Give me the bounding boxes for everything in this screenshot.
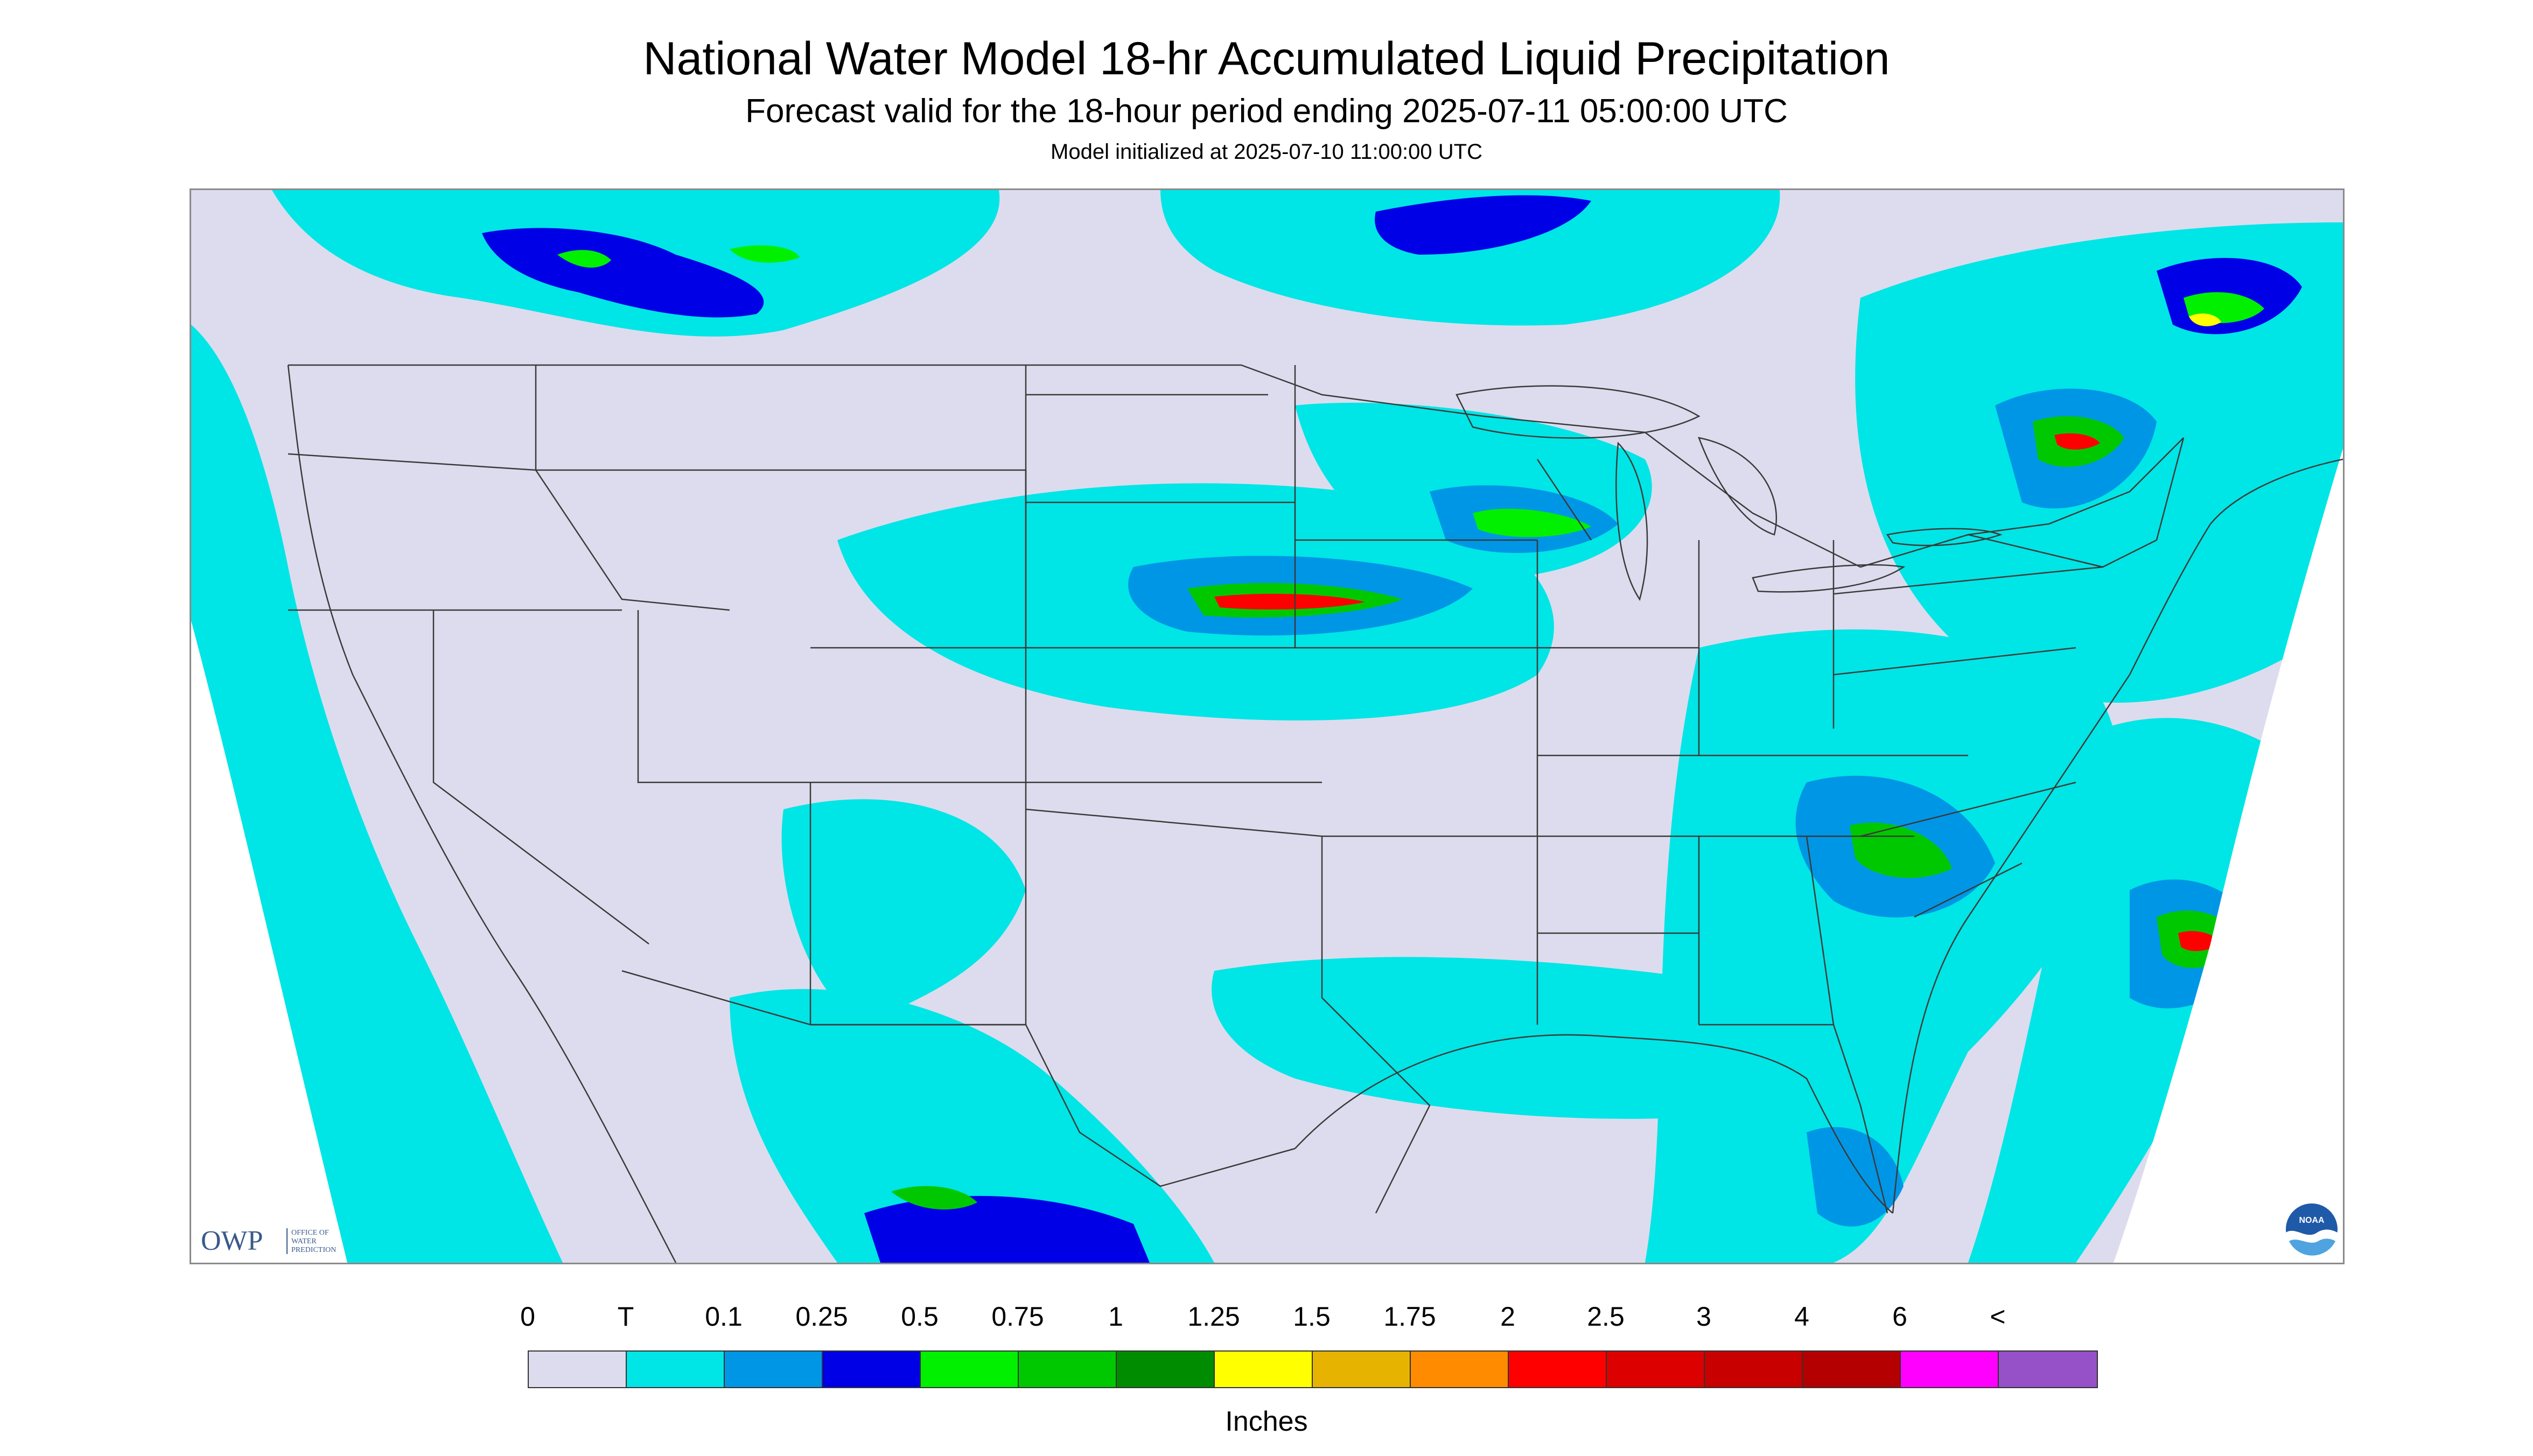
border-us-mexico <box>621 970 1296 1187</box>
border-al-ga <box>1698 836 1835 1025</box>
owp-sub2: WATER <box>291 1237 317 1245</box>
legend-swatch <box>823 1352 921 1387</box>
border-wi-il <box>1536 459 1699 649</box>
model-init-time: Model initialized at 2025-07-10 11:00:00… <box>1051 140 1482 164</box>
precip-northeast-red <box>2054 433 2100 450</box>
legend-label: T <box>617 1301 634 1332</box>
border-in-oh <box>1698 540 1835 755</box>
precipitation-map: OWP OFFICE OF WATER PREDICTION NOAA <box>190 188 2345 1264</box>
legend-label: 1.75 <box>1383 1301 1436 1332</box>
precip-north-central <box>1160 190 1780 326</box>
precip-southeast <box>1645 629 2120 1263</box>
legend-label: 1 <box>1108 1301 1123 1332</box>
noaa-logo-text: NOAA <box>2299 1216 2325 1225</box>
border-id-mt <box>535 470 730 611</box>
legend-label: < <box>1990 1301 2006 1332</box>
legend-label: 0 <box>520 1301 535 1332</box>
border-va-pa <box>1833 566 2103 676</box>
border-co <box>810 647 1027 783</box>
legend-swatch <box>1313 1352 1411 1387</box>
border-ny-ne <box>1968 437 2185 568</box>
legend-units: Inches <box>1225 1406 1308 1437</box>
border-ut-az <box>637 610 810 783</box>
border-carolinas <box>1860 781 2076 918</box>
precip-north-central-blue <box>1375 195 1591 255</box>
legend-color-bar <box>528 1350 2098 1388</box>
precip-north-green <box>557 245 800 268</box>
legend-swatch <box>1019 1352 1117 1387</box>
border-fl <box>1699 1024 1888 1214</box>
legend-swatch <box>1803 1352 1901 1387</box>
legend-label: 0.1 <box>705 1301 743 1332</box>
map-subtitle: Forecast valid for the 18-hour period en… <box>745 93 1788 130</box>
precip-southwest <box>781 799 1026 1025</box>
legend-swatch <box>1705 1352 1803 1387</box>
precip-upper-midwest-green <box>1473 508 1591 537</box>
great-lake-superior <box>1456 385 1701 439</box>
precip-north-heavy <box>482 228 764 318</box>
map-west-wedge <box>191 621 347 1263</box>
noaa-logo: NOAA <box>2286 1203 2338 1256</box>
border-ne-ks <box>1026 647 1322 783</box>
great-lake-huron <box>1698 437 1778 536</box>
legend-label: 6 <box>1892 1301 1907 1332</box>
legend-swatch <box>1117 1352 1215 1387</box>
legend-label: 1.25 <box>1187 1301 1240 1332</box>
border-mo-ar <box>1322 647 1538 837</box>
border-mn-ia <box>1294 365 1537 648</box>
legend-label: 2.5 <box>1587 1301 1625 1332</box>
legend-swatch <box>1509 1352 1607 1387</box>
owp-logo: OWP OFFICE OF WATER PREDICTION <box>201 1226 336 1256</box>
great-lake-ontario <box>1886 528 2003 547</box>
legend-swatch <box>1607 1352 1705 1387</box>
coastline-gulf <box>1295 1034 1893 1214</box>
precipitation-field <box>191 190 2343 1263</box>
legend-swatch <box>725 1352 823 1387</box>
map-east-wedge <box>2114 449 2343 1263</box>
precip-northeast-yellow <box>2189 313 2221 326</box>
precip-plains-heavy <box>1214 593 1365 610</box>
legend-label: 4 <box>1794 1301 1809 1332</box>
legend-swatch <box>529 1352 627 1387</box>
legend-swatch <box>1901 1352 1999 1387</box>
legend-swatch <box>627 1352 725 1387</box>
coastline-pacific <box>287 365 677 1263</box>
legend-label: 1.5 <box>1293 1301 1331 1332</box>
border-nv <box>432 610 649 944</box>
border-dakotas <box>1025 365 1295 648</box>
precip-mexico-green <box>891 1186 977 1210</box>
legend-labels: 0 T 0.1 0.25 0.5 0.75 1 1.25 1.5 1.75 2 2.5 3 4 6 < <box>0 1303 2533 1335</box>
legend-swatch <box>1411 1352 1509 1387</box>
map-title: National Water Model 18-hr Accumulated L… <box>643 33 1890 85</box>
owp-sub3: PREDICTION <box>291 1246 336 1254</box>
precip-florida <box>1807 1127 1904 1227</box>
legend-swatch <box>1215 1352 1313 1387</box>
legend-swatch <box>921 1352 1019 1387</box>
coastline-atlantic <box>1892 458 2343 1214</box>
border-la-ms <box>1536 836 1699 1025</box>
legend-label: 2 <box>1500 1301 1515 1332</box>
owp-sub1: OFFICE OF <box>291 1229 329 1237</box>
state-boundaries <box>287 364 2343 1263</box>
border-ky-tn <box>1537 754 1968 837</box>
legend-label: 0.75 <box>991 1301 1044 1332</box>
owp-logo-text: OWP <box>201 1226 263 1256</box>
precip-mexico <box>730 989 1214 1263</box>
great-lake-michigan <box>1615 442 1648 601</box>
great-lake-erie <box>1752 564 1906 593</box>
legend-label: 0.25 <box>795 1301 848 1332</box>
legend-label: 0.5 <box>901 1301 939 1332</box>
precip-mexico-blue <box>864 1195 1150 1263</box>
map-canvas <box>191 190 2343 1263</box>
legend-swatch <box>1999 1352 2097 1387</box>
legend-label: 3 <box>1696 1301 1711 1332</box>
noaa-wave-2 <box>2289 1238 2335 1256</box>
